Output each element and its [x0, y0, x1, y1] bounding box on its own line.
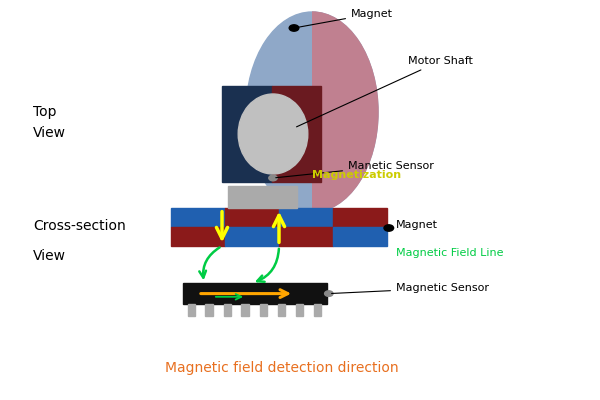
Bar — [279, 208, 333, 227]
Text: Manetic Sensor: Manetic Sensor — [276, 161, 434, 178]
Bar — [277, 304, 285, 316]
Bar — [222, 86, 271, 182]
Bar — [260, 304, 266, 316]
Bar — [171, 227, 225, 246]
Bar — [271, 86, 321, 182]
Bar — [333, 208, 387, 227]
Text: Magnetic Field Line: Magnetic Field Line — [396, 248, 503, 258]
Bar — [225, 208, 279, 227]
Circle shape — [325, 291, 333, 296]
Bar — [187, 304, 195, 316]
Bar — [205, 304, 212, 316]
Bar — [171, 208, 225, 227]
Text: Cross-section: Cross-section — [33, 219, 126, 233]
Text: Magnetic field detection direction: Magnetic field detection direction — [165, 361, 399, 375]
Text: Magnetization: Magnetization — [312, 170, 401, 180]
Circle shape — [289, 25, 299, 31]
Ellipse shape — [238, 94, 308, 174]
Text: Motor Shaft: Motor Shaft — [296, 56, 473, 127]
Ellipse shape — [246, 12, 378, 212]
Bar — [228, 186, 297, 208]
Circle shape — [384, 225, 394, 231]
Bar — [183, 283, 327, 304]
Bar — [241, 304, 249, 316]
Bar — [223, 304, 231, 316]
Text: Magnetic Sensor: Magnetic Sensor — [332, 283, 489, 294]
Ellipse shape — [246, 12, 378, 212]
Bar — [225, 227, 279, 246]
Text: View: View — [33, 249, 66, 263]
Circle shape — [269, 175, 277, 181]
Text: Magnet: Magnet — [297, 9, 393, 28]
Bar — [314, 304, 320, 316]
Bar — [333, 227, 387, 246]
Bar — [296, 304, 303, 316]
FancyArrowPatch shape — [199, 248, 220, 278]
Text: Top: Top — [33, 105, 56, 119]
FancyArrowPatch shape — [257, 249, 279, 282]
Text: View: View — [33, 126, 66, 140]
Bar — [279, 227, 333, 246]
Text: Magnet: Magnet — [389, 220, 438, 230]
